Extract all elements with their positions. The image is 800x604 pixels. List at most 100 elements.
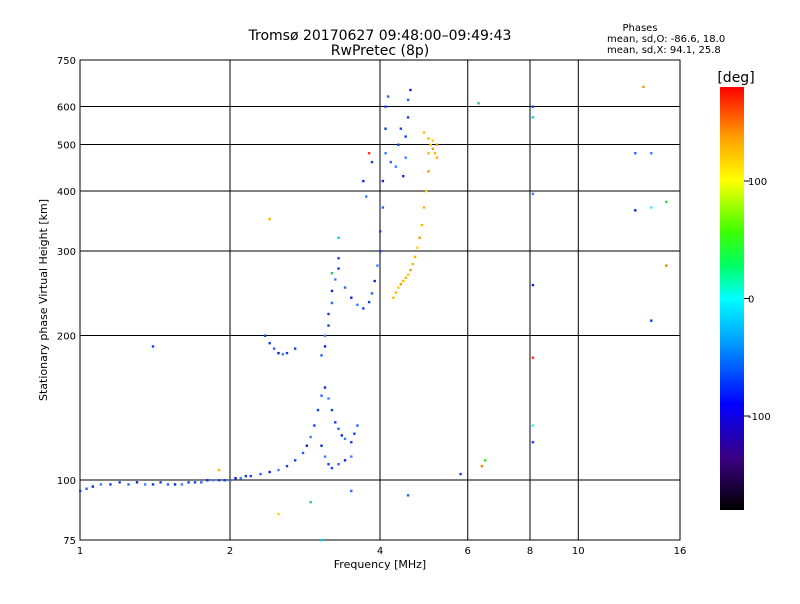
data-point <box>394 291 398 294</box>
data-point <box>151 483 155 486</box>
data-point <box>285 464 289 468</box>
y-tick-label: 500 <box>57 141 76 152</box>
colorbar-ticks: 100 0 -100 <box>744 177 771 423</box>
data-points <box>79 85 668 542</box>
data-point <box>477 102 480 105</box>
data-point <box>159 481 162 484</box>
data-point <box>301 451 305 455</box>
phases-o-line: mean, sd,O: -86.6, 18.0 <box>607 34 725 45</box>
data-point <box>277 351 280 355</box>
data-point <box>422 131 426 134</box>
data-point <box>350 441 353 444</box>
data-point <box>223 479 226 482</box>
data-point <box>206 479 209 482</box>
data-point <box>173 483 177 486</box>
data-point <box>404 276 407 280</box>
data-point <box>650 319 653 322</box>
data-point <box>406 116 410 119</box>
data-point <box>212 479 215 482</box>
data-point <box>431 147 434 151</box>
data-point <box>350 296 353 299</box>
data-point <box>394 165 398 168</box>
data-point <box>531 116 535 119</box>
data-point <box>151 345 155 348</box>
data-point <box>386 95 390 98</box>
data-point <box>327 397 330 400</box>
data-point <box>420 223 424 227</box>
data-point <box>343 437 347 440</box>
x-tick-label: 4 <box>377 546 383 557</box>
colorbar-tick-label: 0 <box>748 295 754 306</box>
data-point <box>323 455 327 458</box>
y-tick-label: 750 <box>57 56 76 67</box>
data-point <box>362 307 365 310</box>
data-point <box>249 474 253 478</box>
data-point <box>484 459 487 462</box>
data-point <box>334 278 337 281</box>
data-point <box>268 217 271 221</box>
data-point <box>429 143 432 146</box>
data-point <box>234 476 237 480</box>
data-point <box>193 481 197 484</box>
data-point <box>376 264 379 267</box>
x-tick-label: 10 <box>572 546 585 557</box>
data-point <box>422 206 426 209</box>
data-point <box>309 500 312 504</box>
data-point <box>425 190 428 193</box>
data-point <box>323 345 327 348</box>
data-point <box>404 156 407 159</box>
data-point <box>337 257 340 260</box>
data-point <box>313 424 316 427</box>
data-point <box>480 464 484 468</box>
data-point <box>337 462 340 466</box>
data-point <box>406 98 410 102</box>
data-point <box>217 479 221 482</box>
phases-heading: Phases <box>622 23 657 34</box>
data-point <box>531 283 535 287</box>
data-point <box>384 152 387 155</box>
data-point <box>389 160 392 164</box>
data-point <box>373 279 376 283</box>
data-point <box>416 246 419 249</box>
data-point <box>268 470 271 474</box>
data-point <box>370 292 374 295</box>
data-point <box>350 455 353 458</box>
data-point <box>665 264 668 267</box>
x-tick-label: 6 <box>465 546 471 557</box>
data-point <box>187 481 190 484</box>
data-point <box>343 286 347 289</box>
data-point <box>320 394 323 397</box>
data-point <box>370 160 374 164</box>
data-point <box>259 472 262 476</box>
data-point <box>435 156 439 159</box>
chart-subtitle: RwPretec (8p) <box>331 43 429 59</box>
data-point <box>427 152 430 155</box>
x-axis-label: Frequency [MHz] <box>334 558 426 571</box>
data-point <box>384 105 387 108</box>
data-point <box>399 283 403 286</box>
data-point <box>272 347 276 350</box>
data-point <box>316 408 320 412</box>
data-point <box>337 236 340 239</box>
grid-layer <box>80 60 680 540</box>
data-point <box>367 300 371 304</box>
data-point <box>356 424 359 427</box>
data-point <box>402 174 405 178</box>
data-point <box>433 152 437 155</box>
data-point <box>229 479 232 482</box>
data-point <box>281 353 284 356</box>
data-point <box>362 179 365 183</box>
colorbar <box>720 87 744 510</box>
data-point <box>135 481 139 484</box>
data-point <box>381 206 385 209</box>
data-point <box>397 143 400 146</box>
data-point <box>305 444 309 447</box>
data-point <box>413 255 417 259</box>
data-point <box>406 273 410 276</box>
data-point <box>402 279 405 283</box>
data-point <box>337 427 340 430</box>
tick-layer: 1 2 4 6 8 10 16 75 100 200 300 400 500 600 750 <box>57 56 686 557</box>
data-point <box>379 250 382 253</box>
data-point <box>320 539 323 542</box>
data-point <box>379 230 382 233</box>
